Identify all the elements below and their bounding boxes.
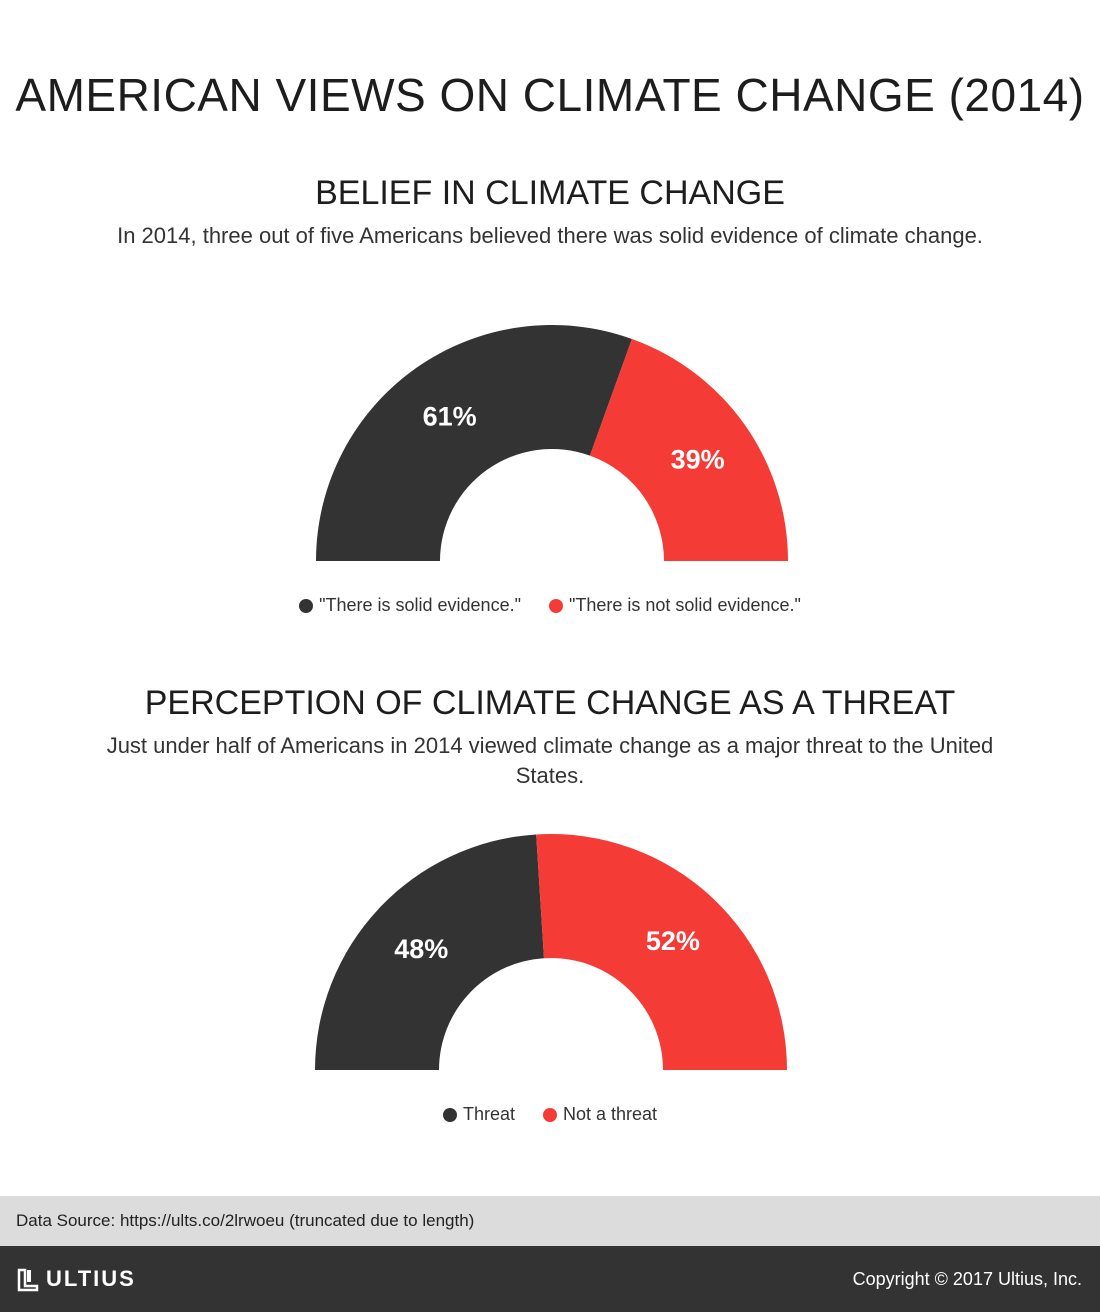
ultius-logo-icon (17, 1268, 39, 1292)
chart2-segment-1 (315, 834, 544, 1070)
chart1-legend: "There is solid evidence." "There is not… (0, 595, 1100, 616)
copyright-text: Copyright © 2017 Ultius, Inc. (852, 1268, 1082, 1289)
chart2-segment-2-label: 52% (646, 926, 700, 956)
chart1-segment-1 (316, 324, 632, 561)
chart2-legend-label-not-threat: Not a threat (562, 1104, 658, 1124)
chart1-header: BELIEF IN CLIMATE CHANGE In 2014, three … (0, 174, 1100, 251)
chart2-legend-item-not-threat: Not a threat (542, 1104, 658, 1125)
footer: ULTIUS Copyright © 2017 Ultius, Inc. (0, 1246, 1100, 1312)
chart1-legend-label-no-evidence: "There is not solid evidence." (568, 595, 801, 615)
chart2-segment-2 (536, 834, 787, 1070)
ultius-logo-text: ULTIUS (46, 1266, 136, 1291)
chart2-subtitle: Just under half of Americans in 2014 vie… (106, 733, 994, 788)
data-source-text: Data Source: https://ults.co/2lrwoeu (tr… (16, 1211, 475, 1230)
chart2-legend-item-threat: Threat (442, 1104, 515, 1125)
chart1-gauge: 61% 39% (316, 324, 788, 561)
chart1-segment-1-label: 61% (423, 401, 477, 431)
main-title: AMERICAN VIEWS ON CLIMATE CHANGE (2014) (15, 69, 1085, 121)
chart1-legend-dark-swatch (299, 598, 314, 613)
chart2-legend: Threat Not a threat (0, 1104, 1100, 1125)
ultius-logo: ULTIUS (16, 1266, 136, 1292)
chart2-gauge: 48% 52% (315, 834, 787, 1070)
chart2-legend-label-threat: Threat (462, 1104, 515, 1124)
chart2-header: PERCEPTION OF CLIMATE CHANGE AS A THREAT… (0, 684, 1100, 791)
chart2-legend-dark-swatch (442, 1107, 457, 1122)
chart2-segment-1-label: 48% (394, 934, 448, 964)
chart1-title: BELIEF IN CLIMATE CHANGE (315, 174, 785, 212)
chart1-legend-label-evidence: "There is solid evidence." (319, 595, 521, 615)
chart2-title: PERCEPTION OF CLIMATE CHANGE AS A THREAT (144, 684, 956, 722)
chart1-legend-item-evidence: "There is solid evidence." (299, 595, 521, 616)
chart1-segment-2-label: 39% (671, 445, 725, 475)
chart1-legend-red-swatch (548, 598, 563, 613)
chart1-segment-2 (589, 338, 788, 561)
data-source-bar: Data Source: https://ults.co/2lrwoeu (tr… (0, 1196, 1100, 1246)
chart2-legend-red-swatch (542, 1107, 557, 1122)
chart1-subtitle: In 2014, three out of five Americans bel… (117, 223, 983, 248)
chart1-legend-item-no-evidence: "There is not solid evidence." (548, 595, 801, 616)
